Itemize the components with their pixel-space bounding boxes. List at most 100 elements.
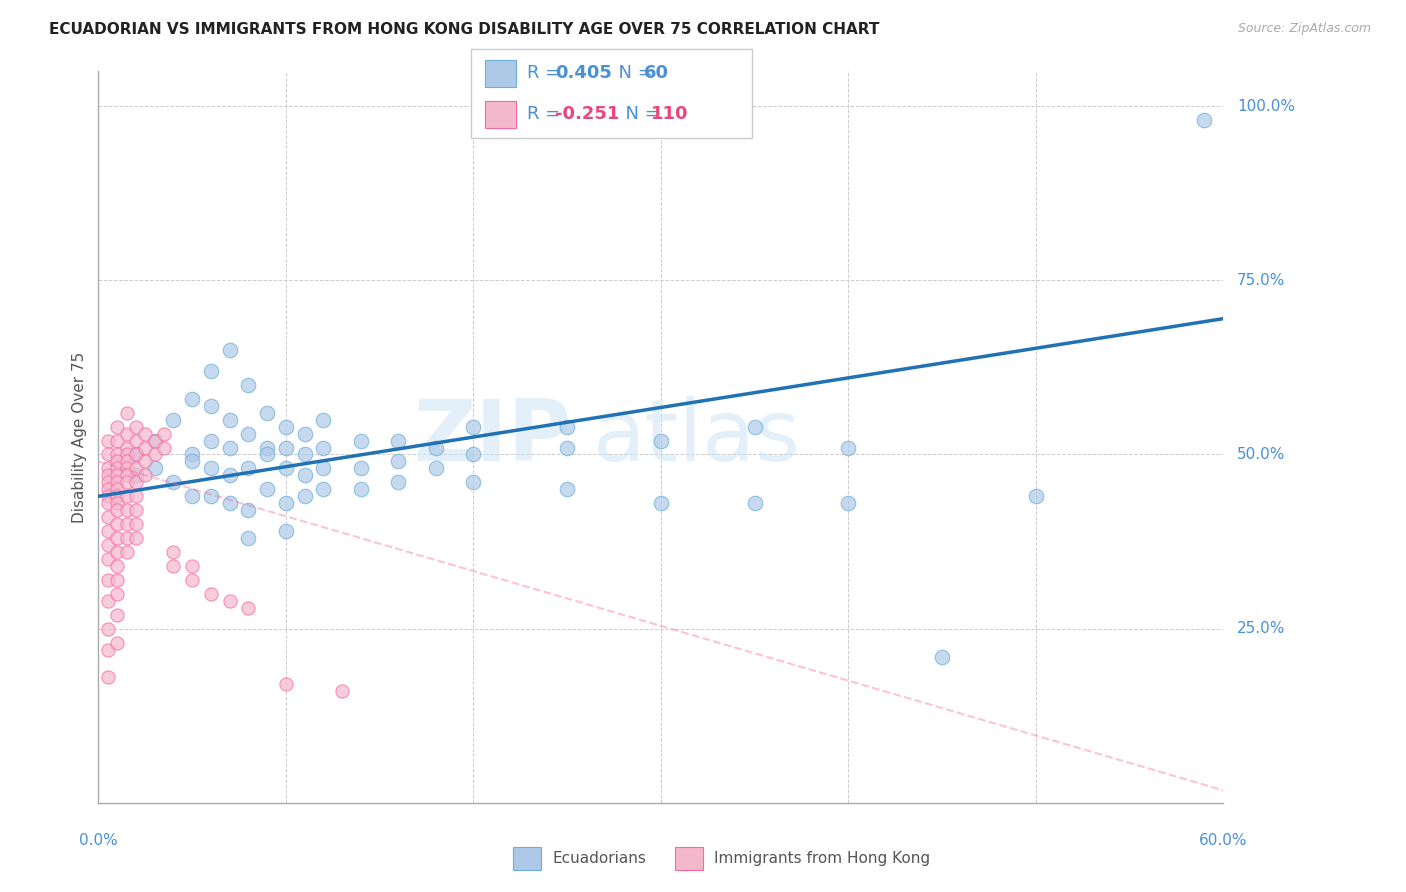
Point — [387, 434, 409, 448]
Point — [238, 600, 260, 615]
Point — [97, 489, 120, 503]
Point — [97, 461, 120, 475]
Point — [425, 441, 447, 455]
Point — [387, 454, 409, 468]
Text: N =: N = — [607, 64, 659, 82]
Point — [97, 468, 120, 483]
Point — [650, 434, 672, 448]
Text: R =: R = — [527, 105, 567, 123]
Point — [134, 468, 156, 483]
Point — [350, 483, 373, 497]
Text: 60: 60 — [644, 64, 669, 82]
Point — [238, 426, 260, 441]
Point — [125, 434, 148, 448]
Text: Ecuadorians: Ecuadorians — [553, 851, 647, 865]
Point — [200, 587, 222, 601]
Point — [115, 468, 138, 483]
Point — [837, 496, 859, 510]
Point — [294, 468, 316, 483]
Point — [463, 448, 485, 462]
Text: ECUADORIAN VS IMMIGRANTS FROM HONG KONG DISABILITY AGE OVER 75 CORRELATION CHART: ECUADORIAN VS IMMIGRANTS FROM HONG KONG … — [49, 22, 880, 37]
Point — [181, 448, 204, 462]
Point — [274, 677, 297, 691]
Point — [200, 364, 222, 378]
Point — [238, 377, 260, 392]
Point — [256, 448, 278, 462]
Point — [105, 635, 128, 649]
Point — [115, 461, 138, 475]
Point — [105, 587, 128, 601]
Point — [218, 496, 240, 510]
Text: R =: R = — [527, 64, 567, 82]
Point — [238, 461, 260, 475]
Point — [837, 441, 859, 455]
Point — [650, 496, 672, 510]
Point — [105, 448, 128, 462]
Point — [134, 441, 156, 455]
Point — [97, 594, 120, 608]
Point — [105, 468, 128, 483]
Text: 75.0%: 75.0% — [1237, 273, 1285, 288]
Point — [105, 475, 128, 490]
Point — [115, 448, 138, 462]
Text: 0.0%: 0.0% — [79, 833, 118, 848]
Point — [105, 517, 128, 532]
Point — [105, 545, 128, 559]
Point — [97, 434, 120, 448]
Point — [312, 412, 335, 426]
Point — [115, 426, 138, 441]
Point — [97, 670, 120, 684]
Point — [463, 475, 485, 490]
Text: -0.251: -0.251 — [555, 105, 620, 123]
Point — [162, 545, 184, 559]
Point — [105, 503, 128, 517]
Point — [238, 503, 260, 517]
Point — [256, 483, 278, 497]
Point — [115, 489, 138, 503]
Point — [274, 524, 297, 538]
Point — [125, 531, 148, 545]
Point — [931, 649, 953, 664]
Point — [105, 573, 128, 587]
Text: Immigrants from Hong Kong: Immigrants from Hong Kong — [714, 851, 931, 865]
Text: 60.0%: 60.0% — [1199, 833, 1247, 848]
Point — [218, 412, 240, 426]
Point — [1025, 489, 1047, 503]
Point — [143, 434, 166, 448]
Point — [105, 531, 128, 545]
Point — [425, 461, 447, 475]
Point — [387, 475, 409, 490]
Point — [200, 399, 222, 413]
Point — [294, 426, 316, 441]
Text: 100.0%: 100.0% — [1237, 99, 1295, 113]
Point — [97, 448, 120, 462]
Point — [238, 531, 260, 545]
Point — [125, 468, 148, 483]
Point — [115, 531, 138, 545]
Text: 110: 110 — [651, 105, 689, 123]
Point — [555, 441, 578, 455]
Point — [744, 496, 766, 510]
Point — [105, 558, 128, 573]
Point — [218, 594, 240, 608]
Point — [256, 441, 278, 455]
Point — [125, 461, 148, 475]
Point — [97, 524, 120, 538]
Point — [274, 461, 297, 475]
Point — [181, 392, 204, 406]
Point — [312, 461, 335, 475]
Point — [134, 454, 156, 468]
Point — [256, 406, 278, 420]
Point — [555, 483, 578, 497]
Point — [97, 510, 120, 524]
Point — [97, 622, 120, 636]
Point — [1194, 113, 1216, 128]
Point — [350, 434, 373, 448]
Text: Source: ZipAtlas.com: Source: ZipAtlas.com — [1237, 22, 1371, 36]
Y-axis label: Disability Age Over 75: Disability Age Over 75 — [72, 351, 87, 523]
Point — [274, 419, 297, 434]
Point — [312, 441, 335, 455]
Point — [330, 684, 353, 698]
Text: 0.405: 0.405 — [555, 64, 612, 82]
Point — [181, 558, 204, 573]
